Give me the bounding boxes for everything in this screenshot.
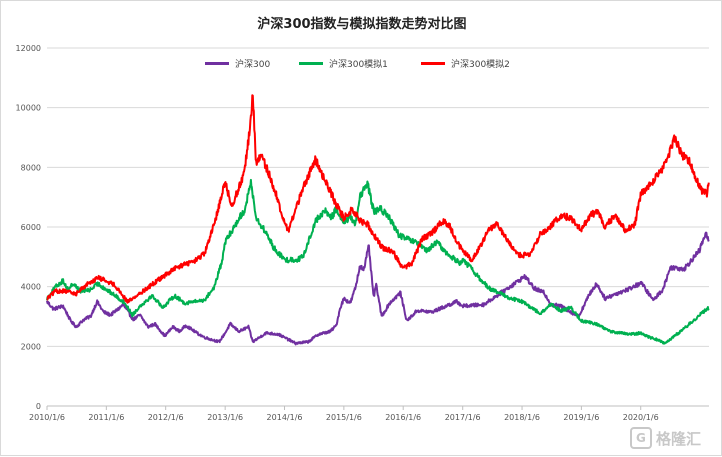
legend-item-series-1: 沪深300 [205, 57, 270, 70]
x-tick-label: 2016/1/6 [385, 413, 421, 422]
x-tick-label: 2019/1/6 [563, 413, 599, 422]
y-tick-label: 10000 [16, 104, 41, 113]
y-tick-label: 0 [36, 402, 41, 411]
y-tick-label: 2000 [21, 342, 41, 351]
y-tick-label: 12000 [16, 44, 41, 53]
y-tick-label: 4000 [21, 283, 41, 292]
series-line-3 [46, 94, 710, 304]
x-tick-label: 2018/1/6 [504, 413, 540, 422]
y-tick-label: 6000 [21, 223, 41, 232]
chart-legend: 沪深300 沪深300模拟1 沪深300模拟2 [1, 57, 722, 71]
legend-label-series-2: 沪深300模拟1 [329, 60, 388, 70]
series-line-1 [46, 231, 710, 346]
legend-label-series-1: 沪深300 [235, 60, 271, 70]
watermark: G 格隆汇 [629, 427, 701, 449]
x-tick-label: 2012/1/6 [148, 413, 184, 422]
x-tick-label: 2015/1/6 [326, 413, 362, 422]
legend-swatch-series-2 [299, 62, 323, 65]
chart-title: 沪深300指数与模拟指数走势对比图 [257, 17, 467, 32]
x-tick-label: 2014/1/6 [267, 413, 303, 422]
watermark-logo-icon: G [629, 427, 652, 449]
legend-label-series-3: 沪深300模拟2 [451, 60, 510, 70]
x-tick-label: 2011/1/6 [88, 413, 124, 422]
y-tick-label: 8000 [21, 163, 41, 172]
legend-swatch-series-1 [205, 62, 229, 65]
x-tick-label: 2020/1/6 [623, 413, 659, 422]
x-tick-label: 2017/1/6 [445, 413, 481, 422]
legend-item-series-2: 沪深300模拟1 [299, 57, 388, 70]
legend-item-series-3: 沪深300模拟2 [421, 57, 510, 70]
x-tick-label: 2013/1/6 [207, 413, 243, 422]
watermark-text: 格隆汇 [655, 429, 701, 448]
x-tick-label: 2010/1/6 [29, 413, 65, 422]
series-line-2 [46, 178, 710, 345]
legend-swatch-series-3 [421, 62, 445, 65]
